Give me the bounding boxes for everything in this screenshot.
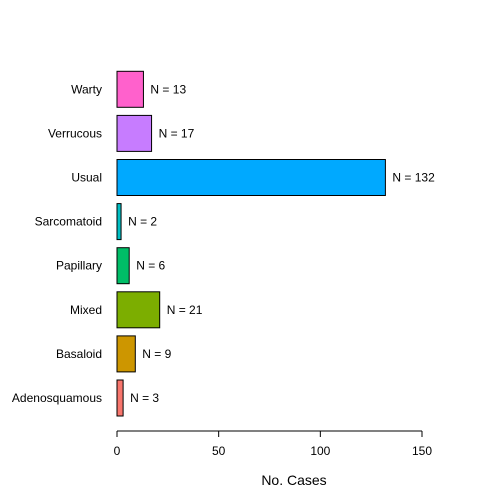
x-axis-title: No. Cases — [261, 472, 326, 488]
bar-usual — [117, 160, 385, 196]
category-label-usual: Usual — [71, 171, 102, 185]
data-label-sarcomatoid: N = 2 — [128, 215, 157, 229]
data-label-warty: N = 13 — [150, 82, 186, 96]
data-label-papillary: N = 6 — [136, 259, 165, 273]
bar-mixed — [117, 292, 160, 328]
data-label-usual: N = 132 — [392, 171, 435, 185]
category-label-mixed: Mixed — [70, 303, 102, 317]
category-label-adenosquamous: Adenosquamous — [12, 391, 102, 405]
bar-papillary — [117, 248, 129, 284]
bar-verrucous — [117, 115, 152, 151]
data-label-basaloid: N = 9 — [142, 347, 171, 361]
data-label-verrucous: N = 17 — [159, 126, 195, 140]
data-label-mixed: N = 21 — [167, 303, 203, 317]
category-label-verrucous: Verrucous — [48, 126, 102, 140]
category-label-basaloid: Basaloid — [56, 347, 102, 361]
data-label-adenosquamous: N = 3 — [130, 391, 159, 405]
x-tick-label-0: 0 — [114, 444, 121, 458]
x-tick-label-50: 50 — [212, 444, 226, 458]
category-label-warty: Warty — [71, 82, 102, 96]
bar-basaloid — [117, 336, 135, 372]
x-axis: 0 50 100 150 — [114, 431, 433, 458]
bar-sarcomatoid — [117, 204, 121, 240]
category-label-sarcomatoid: Sarcomatoid — [35, 215, 102, 229]
x-tick-label-100: 100 — [310, 444, 330, 458]
x-tick-label-150: 150 — [412, 444, 432, 458]
bars-group: Adenosquamous N = 3 Basaloid N = 9 Mixed N = … — [12, 71, 435, 416]
bar-warty — [117, 71, 143, 107]
category-label-papillary: Papillary — [56, 259, 102, 273]
bar-adenosquamous — [117, 380, 123, 416]
